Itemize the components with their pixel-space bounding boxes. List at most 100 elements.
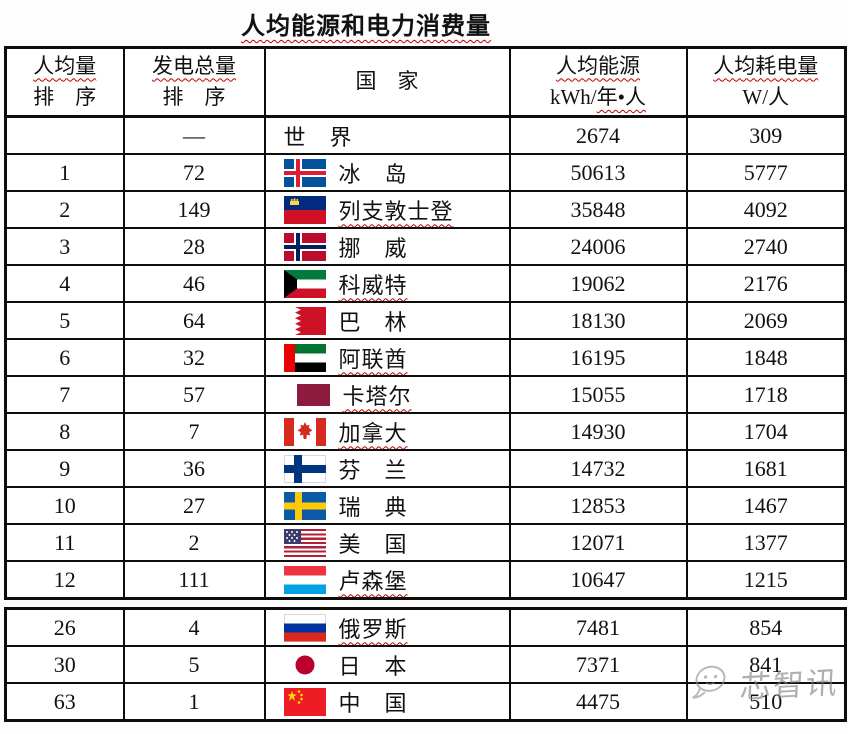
country-cell: 美 国	[263, 523, 511, 562]
table-row-qatar: 7 57 卡塔尔 15055 1718	[4, 375, 847, 414]
rank-cell: 7	[4, 375, 125, 414]
sweden-flag-icon	[283, 491, 326, 520]
luxembourg-flag-icon	[283, 565, 326, 594]
country-name: 瑞 典	[338, 494, 408, 520]
rank-cell: 9	[4, 449, 125, 488]
power-cell: 5777	[685, 153, 847, 192]
energy-cell: 12853	[508, 486, 688, 525]
header-country: 国 家	[263, 46, 511, 118]
iceland-flag-icon	[283, 158, 326, 187]
energy-cell: 35848	[508, 190, 688, 229]
rank-cell	[4, 115, 125, 155]
bahrain-flag-icon	[283, 306, 326, 335]
country-cell: 世 界	[263, 115, 511, 155]
gen-rank-cell: 111	[122, 560, 266, 600]
energy-cell: 10647	[508, 560, 688, 600]
power-cell: 1704	[685, 412, 847, 451]
energy-cell: 50613	[508, 153, 688, 192]
country-cell: 俄罗斯	[263, 607, 511, 647]
power-cell: 841	[685, 645, 847, 684]
country-name: 挪 威	[338, 235, 408, 261]
energy-cell: 2674	[508, 115, 688, 155]
country-name: 世 界	[283, 124, 353, 150]
header-rank: 人均量排 序	[4, 46, 125, 118]
country-name: 卡塔尔	[342, 383, 412, 409]
gen-rank-cell: 5	[122, 645, 266, 684]
table-row-norway: 3 28 挪 威 24006 2740	[4, 227, 847, 266]
usa-flag-icon	[283, 528, 326, 557]
country-name: 列支敦士登	[338, 198, 454, 224]
bottom-table: 26 4 俄罗斯 7481 854 30 5 日 本 7371 841 63 1…	[4, 607, 847, 722]
power-cell: 854	[685, 607, 847, 647]
power-cell: 2069	[685, 301, 847, 340]
country-cell: 巴 林	[263, 301, 511, 340]
energy-cell: 7371	[508, 645, 688, 684]
power-cell: 309	[685, 115, 847, 155]
table-row-world: — 世 界 2674 309	[4, 115, 847, 155]
country-name: 冰 岛	[338, 161, 408, 187]
table-row-luxembourg: 12 111 卢森堡 10647 1215	[4, 560, 847, 600]
table-row-russia: 26 4 俄罗斯 7481 854	[4, 607, 847, 647]
gen-rank-cell: 36	[122, 449, 266, 488]
gen-rank-cell: 2	[122, 523, 266, 562]
country-cell: 列支敦士登	[263, 190, 511, 229]
rank-cell: 63	[4, 682, 125, 722]
table-row-finland: 9 36 芬 兰 14732 1681	[4, 449, 847, 488]
finland-flag-icon	[283, 454, 326, 483]
liechtenstein-flag-icon	[283, 195, 326, 224]
power-cell: 1467	[685, 486, 847, 525]
gen-rank-cell: —	[122, 115, 266, 155]
gen-rank-cell: 32	[122, 338, 266, 377]
power-cell: 1377	[685, 523, 847, 562]
power-cell: 2176	[685, 264, 847, 303]
table-row-japan: 30 5 日 本 7371 841	[4, 645, 847, 684]
gen-rank-cell: 64	[122, 301, 266, 340]
qatar-flag-icon	[296, 383, 330, 406]
gen-rank-cell: 149	[122, 190, 266, 229]
gen-rank-cell: 7	[122, 412, 266, 451]
russia-flag-icon	[283, 613, 326, 642]
country-name: 美 国	[338, 531, 408, 557]
gen-rank-cell: 72	[122, 153, 266, 192]
header-row: 人均量排 序 发电总量排 序 国 家 人均能源 kWh/年•人 人均耗电量 W/人	[4, 46, 847, 118]
energy-cell: 24006	[508, 227, 688, 266]
energy-cell: 12071	[508, 523, 688, 562]
power-cell: 1718	[685, 375, 847, 414]
rank-cell: 26	[4, 607, 125, 647]
rank-cell: 6	[4, 338, 125, 377]
rank-cell: 2	[4, 190, 125, 229]
rank-cell: 12	[4, 560, 125, 600]
china-flag-icon	[283, 687, 326, 716]
power-cell: 510	[685, 682, 847, 722]
energy-table: 人均量排 序 发电总量排 序 国 家 人均能源 kWh/年•人 人均耗电量 W/人 …	[4, 46, 847, 600]
energy-cell: 16195	[508, 338, 688, 377]
country-name: 芬 兰	[338, 457, 408, 483]
rank-cell: 5	[4, 301, 125, 340]
table-row-usa: 11 2 美 国 12071 1377	[4, 523, 847, 562]
header-power: 人均耗电量 W/人	[685, 46, 847, 118]
country-name: 俄罗斯	[338, 616, 408, 642]
rank-cell: 11	[4, 523, 125, 562]
norway-flag-icon	[283, 232, 326, 261]
kuwait-flag-icon	[283, 269, 326, 298]
japan-flag-icon	[283, 650, 326, 679]
country-name: 卢森堡	[338, 568, 408, 594]
table-row-liechtenstein: 2 149 列支敦士登 35848 4092	[4, 190, 847, 229]
energy-cell: 14732	[508, 449, 688, 488]
table-row-iceland: 1 72 冰 岛 50613 5777	[4, 153, 847, 192]
country-cell: 加拿大	[263, 412, 511, 451]
gen-rank-cell: 57	[122, 375, 266, 414]
table-row-canada: 8 7 加拿大 14930 1704	[4, 412, 847, 451]
energy-cell: 15055	[508, 375, 688, 414]
power-cell: 4092	[685, 190, 847, 229]
rank-cell: 8	[4, 412, 125, 451]
header-energy: 人均能源 kWh/年•人	[508, 46, 688, 118]
header-gen-rank: 发电总量排 序	[122, 46, 266, 118]
page-title: 人均能源和电力消费量	[241, 14, 491, 40]
country-cell: 瑞 典	[263, 486, 511, 525]
country-cell: 卢森堡	[263, 560, 511, 600]
energy-cell: 14930	[508, 412, 688, 451]
country-cell: 中 国	[263, 682, 511, 722]
country-name: 中 国	[338, 690, 408, 716]
